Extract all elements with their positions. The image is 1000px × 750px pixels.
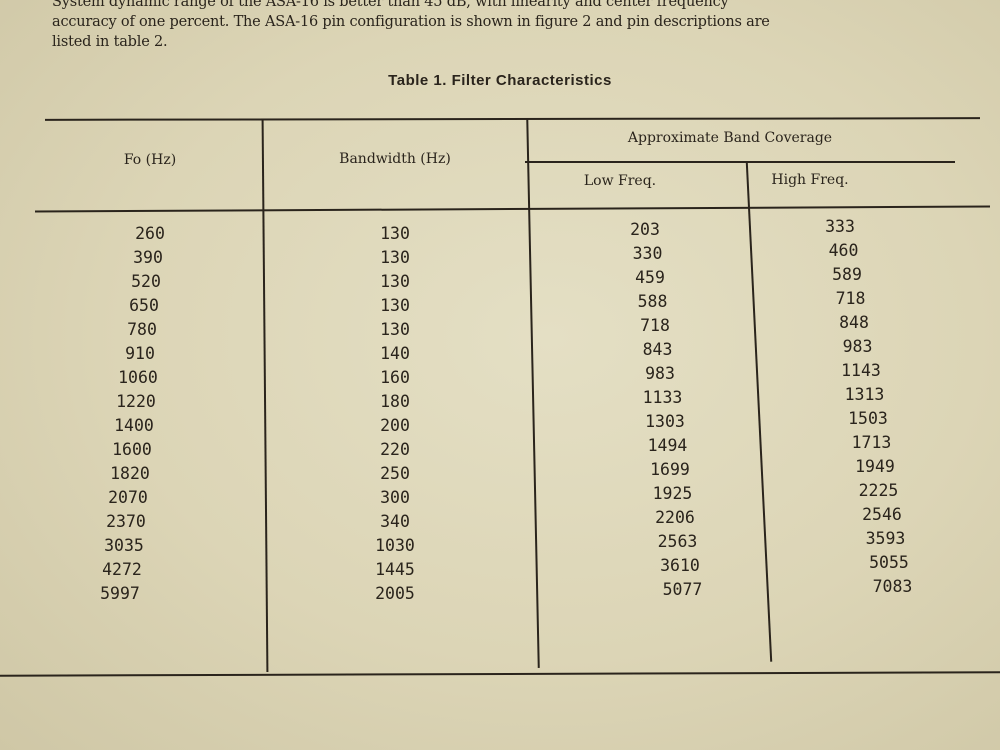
column-fo: 260 390 520 650 780 910 1060 1220 1400 1600 1820 20… <box>100 222 200 606</box>
column-divider <box>526 118 540 668</box>
table-cell-high: 7083 <box>872 577 913 596</box>
table-cell-high: 983 <box>842 337 873 356</box>
table-cell-fo: 390 <box>133 248 163 267</box>
header-high-freq: High Freq. <box>771 172 849 188</box>
table-cell-fo: 2070 <box>108 488 148 507</box>
table-cell-bandwidth: 130 <box>380 320 410 339</box>
table-cell-bandwidth: 130 <box>380 224 410 243</box>
table-cell-bandwidth: 200 <box>380 416 410 435</box>
table-cell-fo: 910 <box>125 344 155 363</box>
table-cell-low: 459 <box>635 268 665 287</box>
table-cell-fo: 1220 <box>116 392 156 411</box>
column-divider <box>261 120 268 672</box>
table-cell-high: 1143 <box>841 361 881 380</box>
column-bandwidth: 130 130 130 130 130 140 160 180 200 220 250 300 340 1… <box>345 222 445 606</box>
table-cell-fo: 5997 <box>100 584 140 603</box>
table-cell-fo: 3035 <box>104 536 144 555</box>
table-cell-bandwidth: 160 <box>380 368 410 387</box>
intro-line: listed in table 2. <box>52 34 168 50</box>
table-cell-high: 3593 <box>865 529 906 548</box>
table-cell-low: 203 <box>630 220 660 239</box>
header-bottom-rule <box>35 205 990 213</box>
table-cell-bandwidth: 2005 <box>375 584 415 603</box>
intro-paragraph: System dynamic range of the ASA-16 is be… <box>52 0 952 52</box>
table-cell-fo: 2370 <box>106 512 146 531</box>
table-top-rule <box>44 117 981 121</box>
table-cell-fo: 650 <box>129 296 159 315</box>
table-cell-high: 1503 <box>848 409 888 428</box>
table-cell-high: 2546 <box>862 505 902 524</box>
table-cell-bandwidth: 1445 <box>375 560 415 579</box>
column-low-freq: 203 330 459 588 718 843 983 1133 1303 1494 1699 192… <box>595 218 702 602</box>
table-cell-low: 718 <box>640 316 670 335</box>
table-cell-low: 2563 <box>657 532 698 551</box>
table-cell-fo: 4272 <box>102 560 142 579</box>
table-bottom-rule <box>0 671 1000 677</box>
table-cell-bandwidth: 130 <box>380 272 410 291</box>
table-cell-high: 2225 <box>858 481 899 500</box>
column-divider <box>745 162 772 662</box>
table-cell-high: 848 <box>839 313 869 332</box>
intro-line: accuracy of one percent. The ASA-16 pin … <box>52 14 770 30</box>
table-cell-bandwidth: 180 <box>380 392 410 411</box>
table-cell-fo: 780 <box>127 320 157 339</box>
table-cell-bandwidth: 300 <box>380 488 410 507</box>
table-cell-bandwidth: 1030 <box>375 536 415 555</box>
table-caption: Table 1. Filter Characteristics <box>388 72 612 89</box>
table-cell-fo: 1400 <box>114 416 154 435</box>
table-cell-high: 5055 <box>869 553 909 572</box>
table-cell-high: 460 <box>828 241 859 260</box>
header-bandwidth: Bandwidth (Hz) <box>339 151 451 167</box>
band-coverage-rule <box>525 161 955 163</box>
column-high-freq: 333 460 589 718 848 983 1143 1313 1503 1713 1949 22… <box>790 215 912 599</box>
table-cell-low: 3610 <box>660 556 700 575</box>
table-cell-low: 983 <box>645 364 675 383</box>
table-cell-fo: 260 <box>135 224 165 243</box>
table-cell-fo: 1600 <box>112 440 152 459</box>
table-cell-high: 718 <box>835 289 866 308</box>
table-cell-bandwidth: 130 <box>380 248 410 267</box>
header-low-freq: Low Freq. <box>583 173 657 189</box>
table-cell-high: 1713 <box>851 433 892 452</box>
table-cell-low: 1303 <box>645 412 685 431</box>
table-cell-low: 1699 <box>650 460 690 479</box>
table-cell-high: 333 <box>825 217 855 236</box>
table-cell-fo: 520 <box>131 272 161 291</box>
table-cell-bandwidth: 340 <box>380 512 410 531</box>
intro-line: System dynamic range of the ASA-16 is be… <box>52 0 729 10</box>
table-cell-bandwidth: 130 <box>380 296 410 315</box>
table-cell-low: 5077 <box>662 580 703 599</box>
table-cell-low: 330 <box>632 244 663 263</box>
table-cell-low: 1925 <box>652 484 693 503</box>
table-cell-high: 589 <box>832 265 862 284</box>
header-fo: Fo (Hz) <box>123 152 177 168</box>
table-cell-bandwidth: 220 <box>380 440 410 459</box>
table-cell-bandwidth: 250 <box>380 464 410 483</box>
table-cell-low: 1133 <box>642 388 683 407</box>
table-cell-low: 843 <box>642 340 673 359</box>
table-cell-low: 588 <box>637 292 668 311</box>
table-cell-bandwidth: 140 <box>380 344 410 363</box>
table-cell-fo: 1060 <box>118 368 158 387</box>
table-cell-high: 1949 <box>855 457 895 476</box>
table-cell-high: 1313 <box>844 385 885 404</box>
table-cell-low: 2206 <box>655 508 695 527</box>
table-cell-fo: 1820 <box>110 464 150 483</box>
table-cell-low: 1494 <box>647 436 688 455</box>
header-band-coverage: Approximate Band Coverage <box>627 130 833 146</box>
